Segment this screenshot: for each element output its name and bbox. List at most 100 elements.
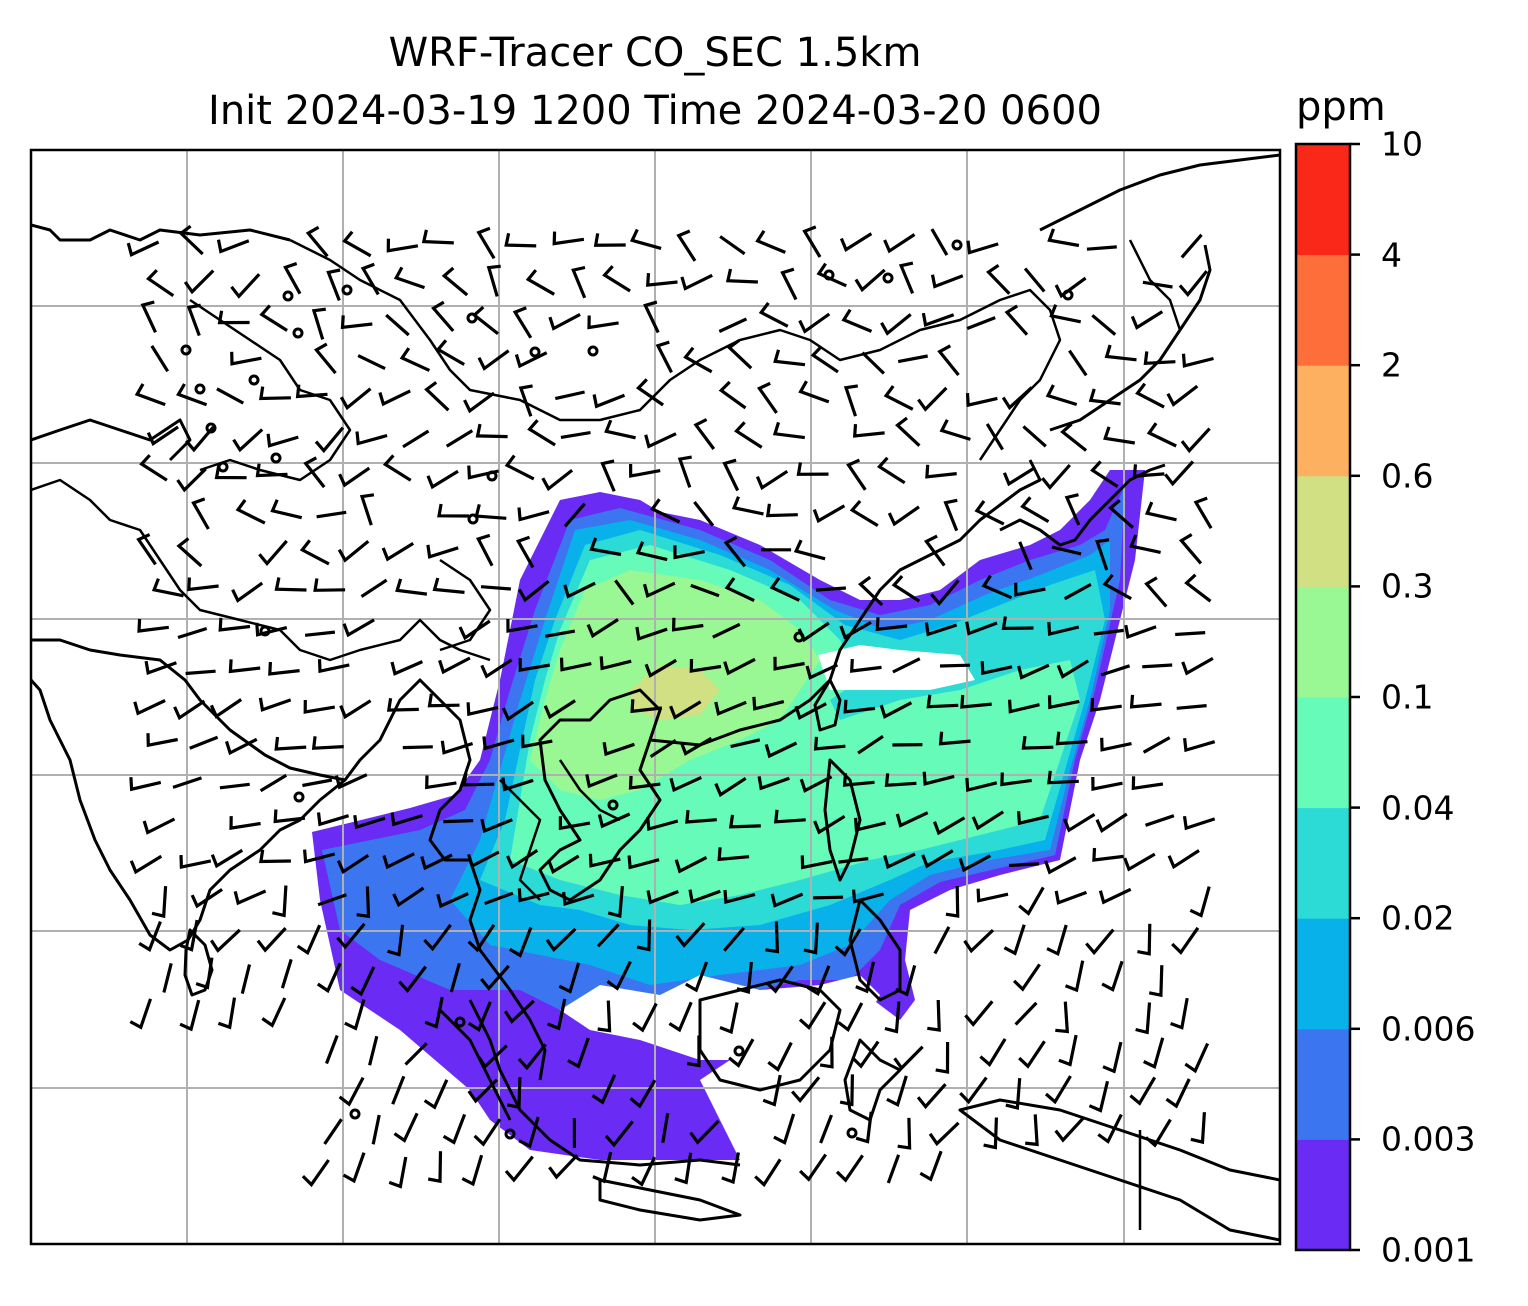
wind-barb (1014, 582, 1046, 597)
wind-barb (427, 1151, 443, 1184)
wind-barb (311, 307, 327, 340)
wind-barb (386, 697, 419, 712)
wind-barb (846, 458, 867, 491)
wind-barb (938, 731, 971, 746)
wind-barb (259, 773, 288, 793)
wind-barb (402, 745, 433, 750)
wind-barb (1018, 541, 1033, 571)
wind-barb (960, 694, 992, 709)
wind-barb (798, 312, 831, 334)
wind-barb (357, 354, 386, 371)
wind-barb (259, 386, 291, 401)
colorbar-tick-label: 0.1 (1381, 677, 1434, 717)
wind-barb (283, 261, 302, 295)
wind-barbs (126, 224, 1216, 1189)
wind-barb (1021, 735, 1054, 750)
wind-barb (1051, 545, 1082, 556)
wind-barb (728, 814, 761, 829)
wind-barb (296, 924, 322, 956)
wind-barb (1055, 1001, 1070, 1034)
wind-barb (393, 266, 426, 290)
wind-barb (630, 699, 663, 714)
wind-barb (144, 660, 177, 676)
wind-barb (261, 997, 287, 1028)
wind-barb (790, 1076, 821, 1103)
colorbar-tick-label: 0.3 (1381, 566, 1434, 606)
wind-barb (1047, 621, 1080, 636)
wind-barb (985, 423, 1004, 451)
wind-barb (339, 699, 372, 720)
wind-barb (673, 545, 705, 560)
wind-barb (923, 534, 946, 567)
wind-barb (1181, 353, 1214, 368)
wind-barb (884, 1001, 901, 1034)
wind-barb (1170, 997, 1189, 1030)
wind-barb (442, 1113, 467, 1145)
wind-barb (316, 510, 347, 519)
wind-barb (1102, 573, 1132, 601)
wind-barb (545, 927, 577, 953)
wind-barb (368, 1035, 379, 1066)
wind-barb (382, 454, 412, 482)
wind-barb (137, 618, 169, 633)
wind-barb (965, 621, 998, 636)
wind-barb (1143, 1037, 1165, 1069)
wind-barb (545, 629, 576, 638)
wind-barb (1178, 270, 1208, 297)
wind-barb (884, 773, 917, 788)
wind-barb (689, 658, 722, 673)
wind-barb (1144, 1118, 1172, 1148)
wind-barb (480, 585, 512, 591)
wind-barb (232, 428, 264, 453)
wind-barb (886, 1075, 908, 1107)
wind-barb (313, 578, 346, 592)
wind-barb (548, 312, 581, 331)
wind-barb (392, 886, 425, 908)
colorbar-segment (1296, 807, 1350, 919)
wind-barb (813, 895, 844, 900)
wind-barb (187, 577, 219, 592)
wind-barb (280, 958, 293, 989)
wind-barb (272, 885, 288, 918)
wind-barb (218, 617, 251, 632)
wind-barb (563, 502, 586, 528)
wind-barb (421, 229, 454, 245)
wind-barb (355, 431, 388, 446)
wind-barb (517, 507, 550, 522)
wind-barb (1020, 496, 1050, 523)
wind-barb (677, 455, 692, 488)
wind-barb (480, 658, 513, 679)
wind-barb (503, 999, 535, 1024)
wind-barb (596, 923, 620, 948)
wind-barb (1181, 657, 1214, 676)
wind-barb (508, 926, 533, 958)
wind-barb (129, 854, 163, 875)
wind-barb (963, 928, 995, 954)
wind-barb (1135, 1002, 1152, 1035)
wind-barb (129, 998, 153, 1030)
wind-barb (669, 700, 702, 720)
wind-barb (378, 389, 411, 407)
wind-barb (614, 579, 635, 606)
wind-barb (541, 469, 574, 492)
wind-barb (718, 317, 748, 333)
wind-barb (755, 469, 789, 491)
wind-barb (930, 274, 964, 289)
wind-barb (674, 855, 708, 874)
wind-barb (146, 269, 175, 298)
wind-barb (303, 699, 336, 714)
wind-barb (600, 459, 616, 492)
wind-barb (191, 497, 210, 530)
map-frame (29, 148, 1282, 1246)
wind-barb (773, 1113, 796, 1145)
wind-barb (1123, 852, 1156, 872)
wind-barb (134, 383, 166, 407)
wind-barb (849, 499, 879, 527)
wind-barb (259, 849, 291, 864)
wind-barb (1088, 1080, 1110, 1113)
wind-barb (190, 888, 223, 909)
wind-barb (1142, 663, 1173, 669)
wind-barb (1000, 772, 1032, 787)
wind-barb (635, 626, 668, 641)
wind-barb (798, 380, 830, 404)
